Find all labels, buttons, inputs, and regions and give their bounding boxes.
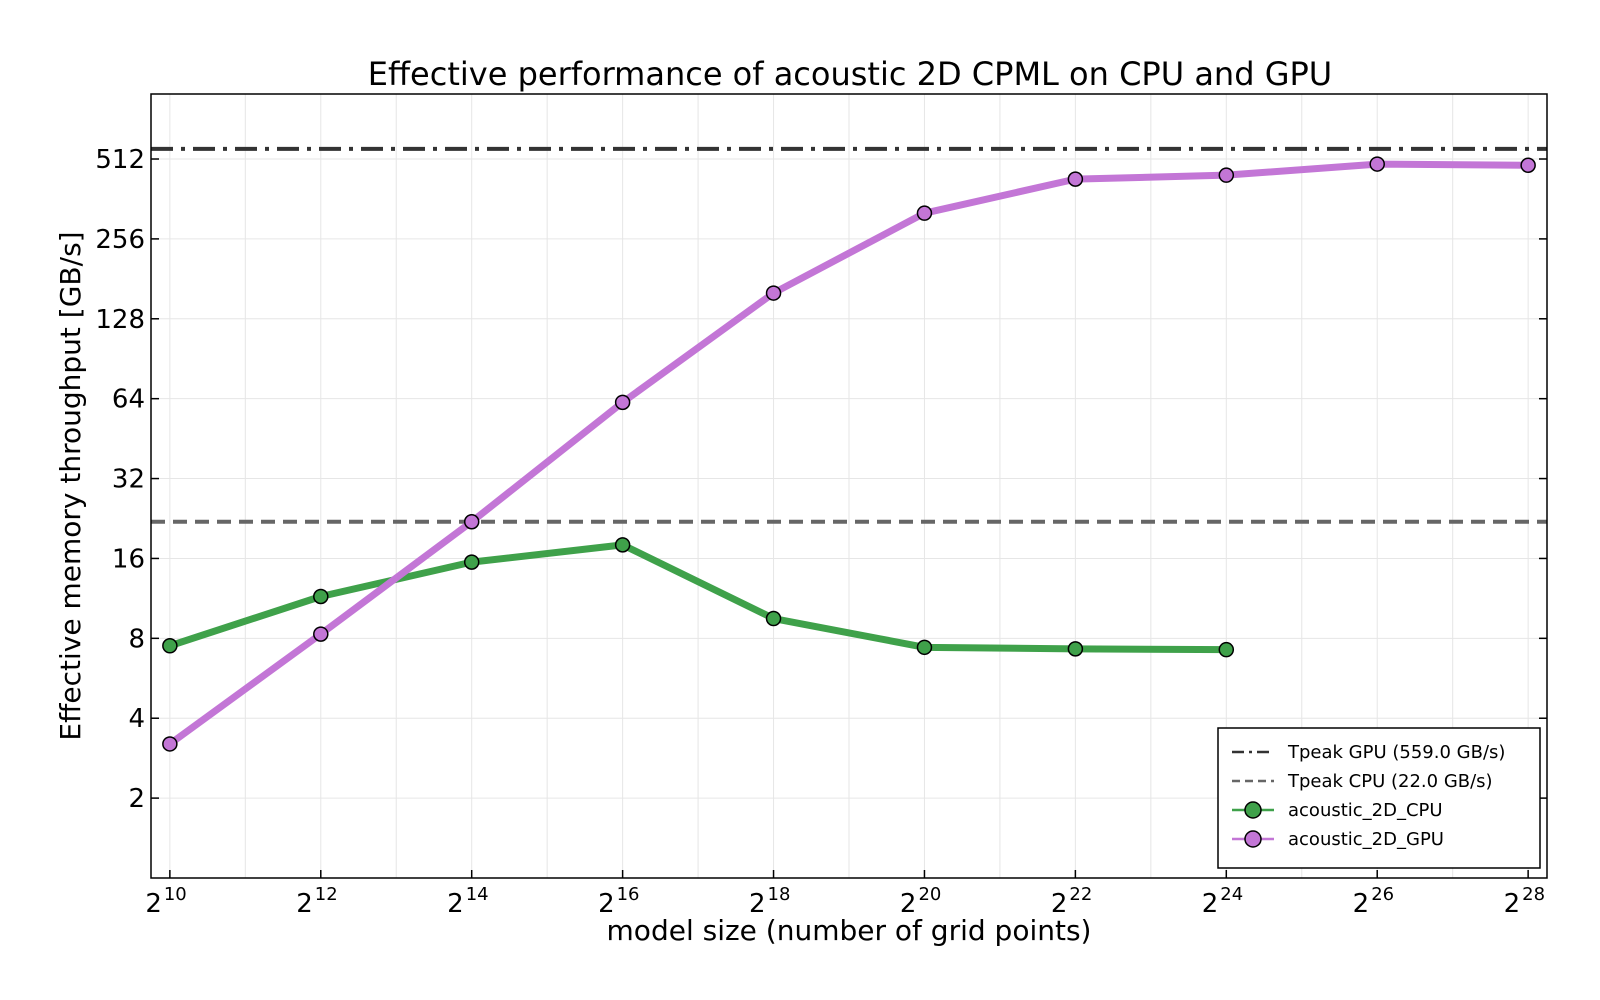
x-tick-label: 2 <box>900 889 917 919</box>
series-line-cpu <box>166 541 1230 654</box>
x-tick-exponent: 28 <box>1522 884 1545 905</box>
y-tick-label: 32 <box>112 465 145 495</box>
legend: Tpeak GPU (559.0 GB/s) Tpeak CPU (22.0 GB… <box>1217 727 1541 869</box>
x-tick-exponent: 26 <box>1371 884 1394 905</box>
x-tick-exponent: 10 <box>164 884 187 905</box>
x-tick-label: 2 <box>1051 889 1068 919</box>
data-point-cpu <box>162 638 178 654</box>
x-tick-exponent: 20 <box>918 884 941 905</box>
plot-frame <box>150 93 1548 879</box>
data-point-gpu <box>1369 156 1385 172</box>
data-point-gpu <box>463 513 480 530</box>
x-tick-label: 2 <box>296 889 313 919</box>
data-point-gpu <box>765 285 782 301</box>
data-point-gpu <box>313 626 329 642</box>
x-tick-labels: 2 10 2 12 2 14 2 16 2 18 2 20 2 22 2 24 2 26 2 28 <box>145 870 1545 919</box>
reference-lines <box>151 146 1547 524</box>
data-point-gpu <box>1520 157 1536 174</box>
y-tick-label: 4 <box>128 704 145 734</box>
x-tick-exponent: 24 <box>1220 884 1243 905</box>
x-tick-label: 2 <box>1504 889 1521 919</box>
y-tick-label: 256 <box>95 225 145 255</box>
y-tick-label: 512 <box>95 145 145 175</box>
legend-label: Tpeak CPU (22.0 GB/s) <box>1287 771 1493 792</box>
data-point-cpu <box>1218 641 1235 658</box>
y-tick-label: 64 <box>112 385 145 415</box>
x-tick-label: 2 <box>1202 889 1219 919</box>
legend-label: Tpeak GPU (559.0 GB/s) <box>1287 742 1505 763</box>
x-tick-label: 2 <box>598 889 615 919</box>
x-tick-label: 2 <box>447 889 464 919</box>
data-point-cpu <box>1067 641 1084 657</box>
x-tick-exponent: 12 <box>315 884 338 905</box>
x-tick-exponent: 22 <box>1069 884 1092 905</box>
legend-box <box>1217 727 1541 869</box>
y-tick-label: 128 <box>95 305 145 335</box>
data-point-cpu <box>313 588 329 605</box>
chart-title: Effective performance of acoustic 2D CPM… <box>368 55 1332 93</box>
data-point-gpu <box>614 394 631 411</box>
y-tick-labels: 2 4 8 16 32 64 128 256 512 <box>95 145 1547 814</box>
y-tick-label: 2 <box>128 784 145 814</box>
y-tick-label: 8 <box>128 624 145 654</box>
legend-label: acoustic_2D_GPU <box>1288 829 1444 850</box>
series-layer <box>162 156 1536 752</box>
y-axis-label: Effective memory throughput [GB/s] <box>54 231 87 740</box>
x-tick-exponent: 18 <box>768 884 791 905</box>
series-line-gpu <box>166 160 1532 748</box>
x-tick-label: 2 <box>749 889 766 919</box>
data-point-gpu <box>1067 171 1084 187</box>
data-point-gpu <box>162 736 178 752</box>
data-point-cpu <box>765 610 782 627</box>
data-point-cpu <box>463 554 480 570</box>
y-tick-label: 16 <box>112 544 145 574</box>
legend-swatch-marker <box>1244 830 1262 848</box>
data-point-gpu <box>916 205 933 221</box>
x-tick-exponent: 14 <box>466 884 489 905</box>
data-point-cpu <box>614 537 631 553</box>
x-tick-label: 2 <box>145 889 162 919</box>
legend-swatch-marker <box>1244 801 1262 819</box>
data-point-gpu <box>1218 167 1235 183</box>
grid <box>151 94 1547 878</box>
x-axis-label: model size (number of grid points) <box>607 914 1092 947</box>
legend-label: acoustic_2D_CPU <box>1288 800 1443 821</box>
data-point-cpu <box>916 639 933 656</box>
x-tick-exponent: 16 <box>617 884 640 905</box>
x-tick-label: 2 <box>1353 889 1370 919</box>
